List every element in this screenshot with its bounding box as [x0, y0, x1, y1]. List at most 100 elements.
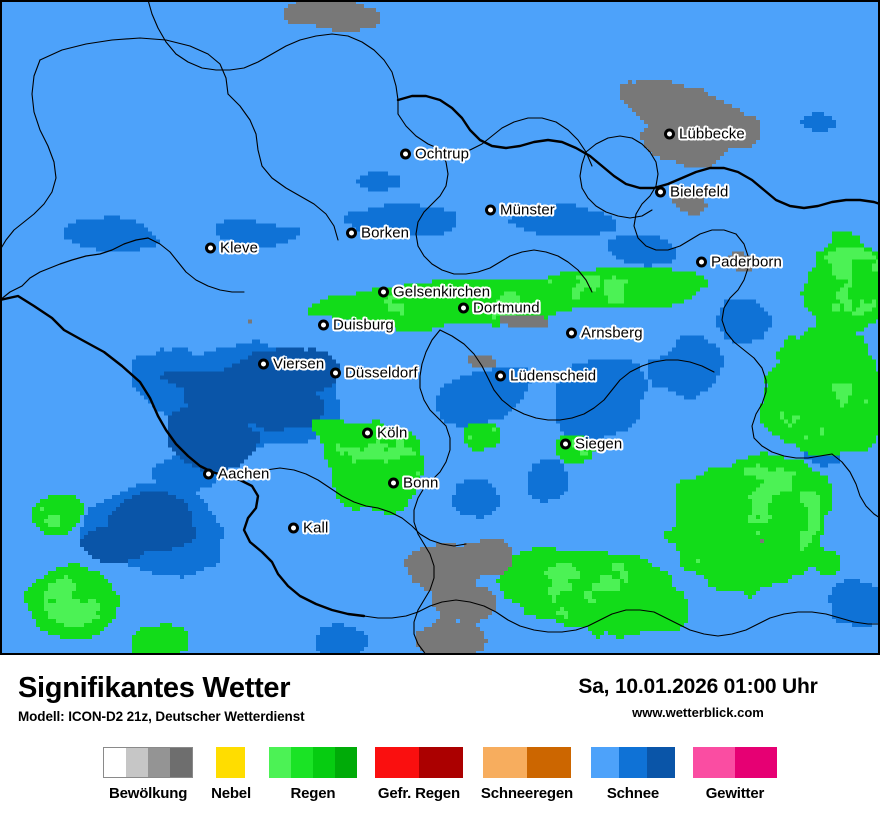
city-marker-lubbecke[interactable]: Lübbecke — [664, 126, 745, 143]
city-label: Ochtrup — [415, 145, 470, 163]
city-marker-borken[interactable]: Borken — [346, 225, 409, 242]
city-dot-icon — [696, 256, 707, 268]
city-label: Kleve — [220, 239, 259, 257]
city-dot-icon — [330, 367, 341, 379]
city-marker-dortmund[interactable]: Dortmund — [458, 300, 540, 317]
legend-schnee-label: Schnee — [606, 785, 660, 802]
city-label: Duisburg — [333, 316, 394, 334]
city-dot-icon — [566, 327, 577, 339]
legend-regen-chip-3 — [334, 747, 357, 778]
weather-map[interactable]: Ochtrup Lübbecke Bielefeld Münster Borken Kle… — [0, 0, 880, 655]
legend-gefr-regen-chip-1 — [418, 747, 463, 778]
city-dot-icon — [664, 128, 675, 140]
legend-regen-chip-0 — [268, 747, 291, 778]
city-label: Siegen — [575, 435, 623, 453]
legend-nebel[interactable]: Nebel — [202, 747, 260, 802]
city-dot-icon — [560, 438, 571, 450]
legend-schneeregen[interactable]: Schneeregen — [472, 747, 582, 802]
legend-regen[interactable]: Regen — [260, 747, 366, 802]
city-marker-kleve[interactable]: Kleve — [205, 240, 258, 257]
legend-schnee-chip-0 — [590, 747, 619, 778]
legend-bewoelkung-chip-1 — [126, 748, 149, 777]
city-marker-bonn[interactable]: Bonn — [388, 475, 438, 492]
legend-schnee-swatch — [590, 747, 675, 778]
legend-nebel-swatch — [216, 747, 246, 778]
city-labels-layer: Ochtrup Lübbecke Bielefeld Münster Borken Kle… — [203, 126, 782, 537]
city-dot-icon — [346, 227, 357, 239]
legend-regen-chip-2 — [312, 747, 335, 778]
legend-schneeregen-chip-1 — [526, 747, 571, 778]
city-marker-ludenscheid[interactable]: Lüdenscheid — [495, 368, 596, 385]
legend-schneeregen-swatch — [482, 747, 571, 778]
legend-gefr-regen-chip-0 — [374, 747, 419, 778]
footer-panel: Signifikantes Wetter Modell: ICON-D2 21z… — [0, 655, 880, 830]
legend-bewoelkung-label: Bewölkung — [108, 785, 188, 802]
city-marker-bielefeld[interactable]: Bielefeld — [655, 184, 728, 201]
legend-bewoelkung-swatch — [103, 747, 194, 778]
city-label: Münster — [500, 201, 555, 219]
city-marker-viersen[interactable]: Viersen — [258, 356, 324, 373]
legend-gefr-regen-swatch — [374, 747, 463, 778]
city-marker-kall[interactable]: Kall — [288, 520, 328, 537]
city-dot-icon — [655, 186, 666, 198]
city-label: Viersen — [273, 355, 325, 373]
legend-schneeregen-chip-0 — [482, 747, 527, 778]
city-label: Lübbecke — [679, 125, 745, 143]
legend-gewitter[interactable]: Gewitter — [684, 747, 786, 802]
city-dot-icon — [205, 242, 216, 254]
legend-gefr-regen-label: Gefr. Regen — [377, 785, 460, 802]
weather-legend: Bewölkung Nebel Regen Gefr. Regen Schneerege… — [0, 747, 880, 802]
city-dot-icon — [318, 319, 329, 331]
city-marker-koln[interactable]: Köln — [362, 425, 407, 442]
legend-regen-chip-1 — [290, 747, 313, 778]
city-label: Paderborn — [711, 253, 782, 271]
city-dot-icon — [458, 302, 469, 314]
title-block: Signifikantes Wetter Modell: ICON-D2 21z… — [18, 672, 305, 725]
legend-regen-label: Regen — [290, 785, 336, 802]
forecast-datetime: Sa, 10.01.2026 01:00 Uhr — [578, 675, 818, 698]
legend-gewitter-chip-0 — [692, 747, 735, 778]
city-marker-duisburg[interactable]: Duisburg — [318, 317, 394, 334]
city-marker-ochtrup[interactable]: Ochtrup — [400, 146, 469, 163]
city-label: Lüdenscheid — [510, 367, 597, 385]
city-label: Bonn — [403, 474, 439, 492]
city-dot-icon — [203, 468, 214, 480]
city-dot-icon — [495, 370, 506, 382]
legend-schnee-chip-2 — [646, 747, 675, 778]
city-label: Gelsenkirchen — [393, 283, 491, 301]
city-dot-icon — [485, 204, 496, 216]
city-marker-arnsberg[interactable]: Arnsberg — [566, 325, 643, 342]
city-marker-munster[interactable]: Münster — [485, 202, 555, 219]
page-title: Signifikantes Wetter — [18, 672, 291, 704]
legend-nebel-label: Nebel — [211, 785, 251, 802]
city-dot-icon — [400, 148, 411, 160]
city-dot-icon — [378, 286, 389, 298]
legend-schneeregen-label: Schneeregen — [480, 785, 573, 802]
legend-gefr-regen[interactable]: Gefr. Regen — [366, 747, 472, 802]
legend-schnee[interactable]: Schnee — [582, 747, 684, 802]
legend-nebel-chip-0 — [216, 747, 246, 778]
website-url: www.wetterblick.com — [632, 705, 764, 720]
city-marker-aachen[interactable]: Aachen — [203, 466, 269, 483]
city-marker-paderborn[interactable]: Paderborn — [696, 254, 782, 271]
model-subtitle: Modell: ICON-D2 21z, Deutscher Wetterdie… — [18, 709, 305, 725]
city-label: Aachen — [218, 465, 270, 483]
city-label: Dortmund — [473, 299, 540, 317]
city-marker-gelsenkirchen[interactable]: Gelsenkirchen — [378, 284, 490, 301]
legend-regen-swatch — [268, 747, 357, 778]
legend-bewoelkung-chip-3 — [170, 748, 193, 777]
meta-block: Sa, 10.01.2026 01:00 Uhr www.wetterblick… — [538, 675, 858, 720]
city-marker-dusseldorf[interactable]: Düsseldorf — [330, 365, 418, 382]
legend-gewitter-chip-1 — [734, 747, 777, 778]
legend-bewoelkung-chip-0 — [104, 748, 127, 777]
legend-bewoelkung[interactable]: Bewölkung — [94, 747, 202, 802]
city-dot-icon — [388, 477, 399, 489]
legend-gewitter-label: Gewitter — [705, 785, 765, 802]
city-dot-icon — [258, 358, 269, 370]
city-marker-siegen[interactable]: Siegen — [560, 436, 622, 453]
city-label: Köln — [377, 424, 408, 442]
legend-schnee-chip-1 — [618, 747, 647, 778]
city-label: Düsseldorf — [345, 364, 418, 382]
legend-bewoelkung-chip-2 — [148, 748, 171, 777]
city-label: Borken — [361, 224, 410, 242]
